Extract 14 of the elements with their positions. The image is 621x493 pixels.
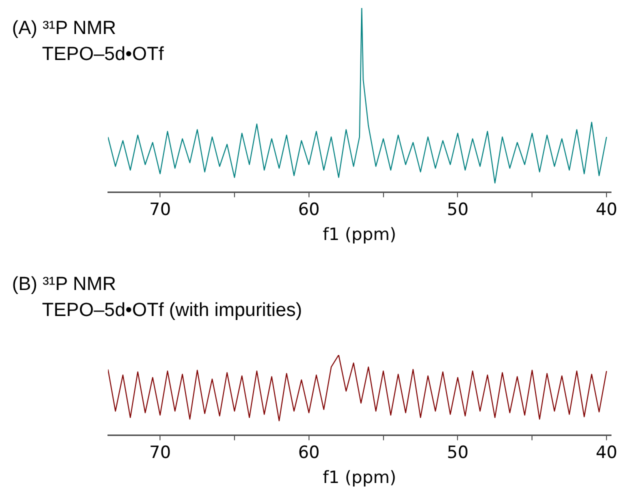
x-tick-label: 50 (446, 442, 469, 463)
x-tick-label: 50 (446, 200, 469, 220)
x-tick-label: 40 (596, 200, 618, 220)
chart-title: (B) ³¹P NMR (12, 273, 118, 297)
x-tick-label: 70 (149, 200, 171, 220)
x-tick-label: 60 (298, 442, 320, 463)
text: TEPO–5d•OTf (41, 43, 164, 67)
x-tick-label: 60 (298, 200, 320, 220)
x-axis-title: f1 (ppm) (322, 225, 396, 246)
text: (A) ³¹P NMR (12, 17, 118, 41)
chart-subtitle: TEPO–5d•OTf (with impurities) (41, 299, 302, 323)
x-tick-label: 40 (596, 442, 618, 463)
x-axis-title: f1 (ppm) (322, 468, 396, 488)
x-tick-label: 70 (149, 442, 171, 463)
